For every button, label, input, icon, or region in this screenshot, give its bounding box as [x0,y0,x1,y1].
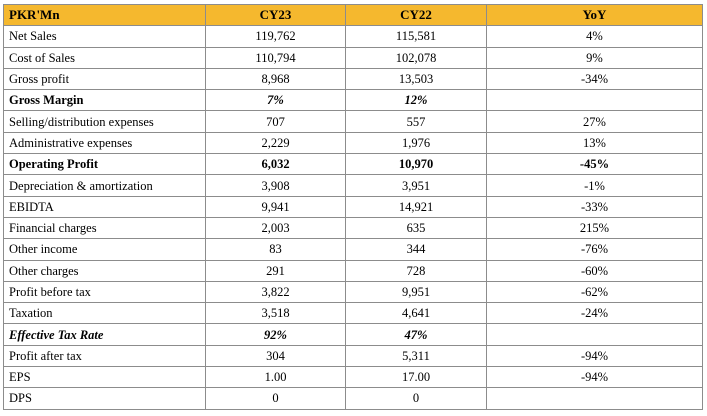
cy23-value: 2,229 [205,131,346,155]
yoy-value: -34% [486,67,703,91]
row-label: DPS [3,387,206,410]
table-row: Net Sales 119,762 115,581 4% [3,25,703,48]
cy22-value: 728 [345,259,487,282]
cy23-value: 3,822 [205,280,346,304]
yoy-value [486,323,703,346]
cy22-value: 115,581 [345,25,487,48]
yoy-value: -62% [486,280,703,304]
cy22-value: 102,078 [345,46,487,69]
cy23-value: 291 [205,259,346,282]
cy22-value: 5,311 [345,344,487,368]
yoy-value: -94% [486,366,703,389]
cy23-value: 7% [205,89,346,112]
yoy-value: 4% [486,25,703,48]
row-label: Profit before tax [3,280,206,304]
table-row: Operating Profit 6,032 10,970 -45% [3,153,703,176]
cy23-value: 304 [205,344,346,368]
cy23-value: 0 [205,387,346,410]
cy23-value: 3,518 [205,302,346,325]
table-row: Other income 83 344 -76% [3,238,703,261]
table-row: Administrative expenses 2,229 1,976 13% [3,131,703,155]
row-label: Depreciation & amortization [3,174,206,197]
table-row: Selling/distribution expenses 707 557 27% [3,110,703,133]
cy22-value: 557 [345,110,487,133]
header-pkr-mn: PKR'Mn [3,3,206,27]
row-label: Cost of Sales [3,46,206,69]
yoy-value: -24% [486,302,703,325]
table-header-row: PKR'Mn CY23 CY22 YoY [3,3,703,27]
yoy-value [486,387,703,410]
cy22-value: 17.00 [345,366,487,389]
cy22-value: 0 [345,387,487,410]
cy23-value: 110,794 [205,46,346,69]
cy22-value: 4,641 [345,302,487,325]
yoy-value: -45% [486,153,703,176]
cy22-value: 635 [345,216,487,240]
financial-table-container: PKR'Mn CY23 CY22 YoY Net Sales 119,762 115… [3,3,703,410]
cy22-value: 9,951 [345,280,487,304]
cy22-value: 12% [345,89,487,112]
table-row: EPS 1.00 17.00 -94% [3,366,703,389]
table-body: Net Sales 119,762 115,581 4% Cost of Sales 11… [3,25,703,410]
cy22-value: 10,970 [345,153,487,176]
table-row: Depreciation & amortization 3,908 3,951 -1% [3,174,703,197]
row-label: Gross profit [3,67,206,91]
cy22-value: 344 [345,238,487,261]
cy22-value: 14,921 [345,195,487,218]
yoy-value [486,89,703,112]
cy23-value: 6,032 [205,153,346,176]
yoy-value: -76% [486,238,703,261]
row-label: Selling/distribution expenses [3,110,206,133]
table-row: DPS 0 0 [3,387,703,410]
cy23-value: 92% [205,323,346,346]
header-yoy: YoY [486,3,703,27]
row-label: Financial charges [3,216,206,240]
cy22-value: 47% [345,323,487,346]
row-label: Profit after tax [3,344,206,368]
table-row: Financial charges 2,003 635 215% [3,216,703,240]
row-label: Administrative expenses [3,131,206,155]
cy22-value: 1,976 [345,131,487,155]
row-label: Taxation [3,302,206,325]
row-label: EBIDTA [3,195,206,218]
cy23-value: 9,941 [205,195,346,218]
table-row: Taxation 3,518 4,641 -24% [3,302,703,325]
table-row: Gross profit 8,968 13,503 -34% [3,67,703,91]
yoy-value: -94% [486,344,703,368]
table-row: Gross Margin 7% 12% [3,89,703,112]
row-label: Effective Tax Rate [3,323,206,346]
cy23-value: 707 [205,110,346,133]
row-label: Other charges [3,259,206,282]
yoy-value: -33% [486,195,703,218]
table-row: Profit after tax 304 5,311 -94% [3,344,703,368]
cy23-value: 1.00 [205,366,346,389]
cy23-value: 3,908 [205,174,346,197]
yoy-value: 215% [486,216,703,240]
header-cy22: CY22 [345,3,487,27]
table-row: EBIDTA 9,941 14,921 -33% [3,195,703,218]
row-label: EPS [3,366,206,389]
cy23-value: 83 [205,238,346,261]
table-row: Cost of Sales 110,794 102,078 9% [3,46,703,69]
yoy-value: 9% [486,46,703,69]
row-label: Operating Profit [3,153,206,176]
row-label: Gross Margin [3,89,206,112]
table-row: Other charges 291 728 -60% [3,259,703,282]
yoy-value: -1% [486,174,703,197]
row-label: Net Sales [3,25,206,48]
cy22-value: 13,503 [345,67,487,91]
header-cy23: CY23 [205,3,346,27]
cy23-value: 119,762 [205,25,346,48]
yoy-value: 27% [486,110,703,133]
table-row: Effective Tax Rate 92% 47% [3,323,703,346]
yoy-value: -60% [486,259,703,282]
financial-summary-table: PKR'Mn CY23 CY22 YoY Net Sales 119,762 115… [3,3,703,410]
cy22-value: 3,951 [345,174,487,197]
row-label: Other income [3,238,206,261]
yoy-value: 13% [486,131,703,155]
table-row: Profit before tax 3,822 9,951 -62% [3,280,703,304]
cy23-value: 2,003 [205,216,346,240]
cy23-value: 8,968 [205,67,346,91]
